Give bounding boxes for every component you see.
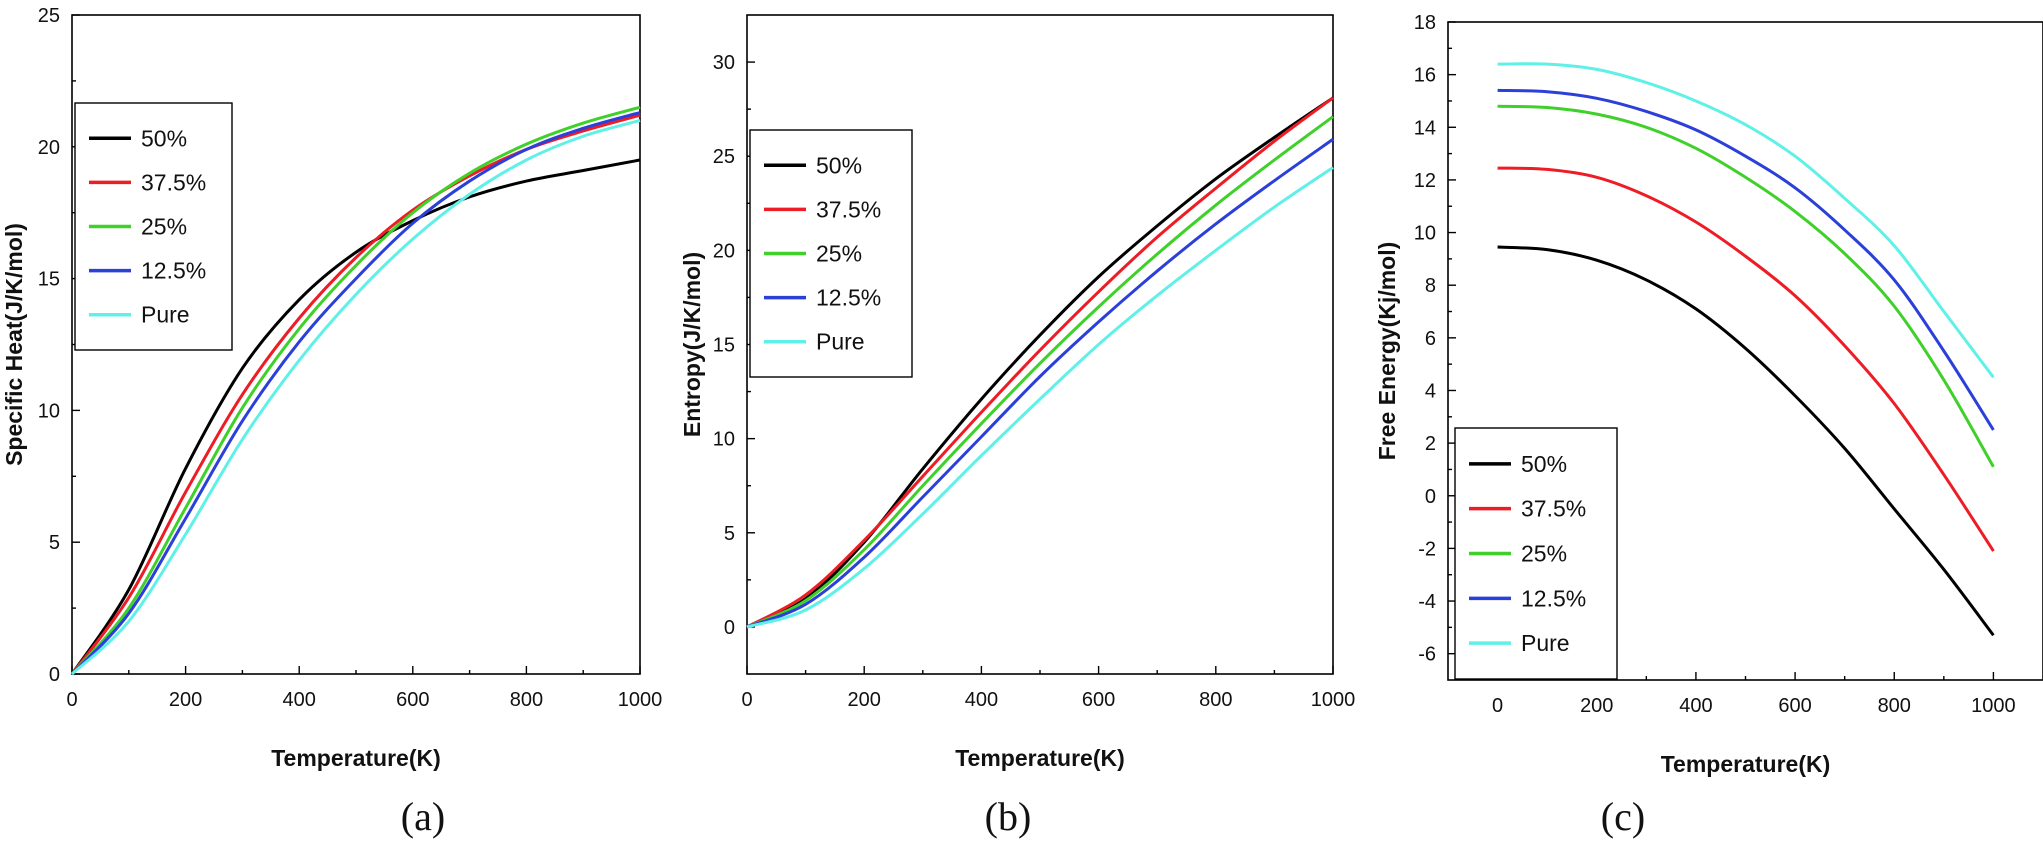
series-line-50- (70, 158, 641, 675)
x-axis-title: Temperature(K) (1661, 751, 1831, 777)
legend-label: 12.5% (1521, 585, 1586, 611)
y-tick-label: 0 (724, 617, 735, 639)
legend-label: Pure (141, 302, 190, 328)
x-tick-label: 800 (1199, 689, 1232, 711)
x-tick-label: 200 (848, 689, 881, 711)
panel-caption: (c) (1601, 794, 1645, 839)
y-tick-label: -6 (1418, 644, 1436, 666)
y-axis-title: Free Energy(Kj/mol) (1374, 242, 1400, 461)
y-tick-label: -2 (1418, 538, 1436, 560)
legend-label: 50% (816, 152, 862, 178)
series-line-50- (746, 96, 1334, 629)
x-tick-label: 800 (1878, 695, 1911, 717)
legend-label: Pure (1521, 630, 1570, 656)
y-tick-label: 0 (49, 664, 60, 686)
series-line-37-5- (1497, 166, 1995, 552)
y-tick-label: 12 (1414, 170, 1436, 192)
series-line-37-5- (746, 96, 1334, 629)
y-tick-label: 0 (1425, 486, 1436, 508)
y-tick-label: 14 (1414, 117, 1436, 139)
legend-label: 25% (816, 241, 862, 267)
x-tick-label: 400 (1679, 695, 1712, 717)
y-tick-label: 10 (1414, 223, 1436, 245)
legend-label: 25% (141, 214, 187, 240)
legend-label: 25% (1521, 541, 1567, 567)
x-tick-label: 600 (396, 689, 429, 711)
series-line-12-5- (70, 111, 641, 676)
x-tick-label: 400 (965, 689, 998, 711)
x-axis-title: Temperature(K) (271, 745, 441, 771)
y-tick-label: 5 (49, 532, 60, 554)
y-tick-label: 15 (713, 335, 735, 357)
x-tick-label: 1000 (1971, 695, 2016, 717)
y-tick-label: -4 (1418, 591, 1436, 613)
series-line-pure (1497, 62, 1995, 379)
y-tick-label: 8 (1425, 275, 1436, 297)
y-tick-label: 16 (1414, 65, 1436, 87)
x-tick-label: 800 (510, 689, 543, 711)
y-tick-label: 20 (713, 240, 735, 262)
legend-label: 50% (1521, 451, 1567, 477)
panel-caption: (b) (985, 794, 1032, 839)
x-tick-label: 400 (283, 689, 316, 711)
legend-label: 50% (141, 125, 187, 151)
series-line-12-5- (1497, 88, 1995, 431)
x-tick-label: 0 (1492, 695, 1503, 717)
y-tick-label: 5 (724, 523, 735, 545)
series-line-25- (70, 105, 641, 675)
y-tick-label: 10 (713, 429, 735, 451)
legend-label: 37.5% (1521, 496, 1586, 522)
series-line-pure (70, 118, 641, 676)
y-tick-label: 30 (713, 52, 735, 74)
x-tick-label: 0 (66, 689, 77, 711)
series-line-12-5- (746, 138, 1334, 629)
panel-caption: (a) (401, 794, 445, 839)
y-tick-label: 6 (1425, 328, 1436, 350)
legend-label: 37.5% (816, 196, 881, 222)
legend-label: 12.5% (141, 258, 206, 284)
y-tick-label: 15 (38, 269, 60, 291)
y-tick-label: 2 (1425, 433, 1436, 455)
y-axis-title: Specific Heat(J/K/mol) (1, 223, 27, 466)
y-tick-label: 20 (38, 137, 60, 159)
y-tick-label: 4 (1425, 380, 1436, 402)
y-tick-label: 10 (38, 400, 60, 422)
x-tick-label: 0 (741, 689, 752, 711)
series-line-pure (746, 166, 1334, 629)
x-tick-label: 1000 (618, 689, 663, 711)
legend-label: 12.5% (816, 285, 881, 311)
x-axis-title: Temperature(K) (955, 745, 1125, 771)
series-line-25- (1497, 104, 1995, 468)
x-tick-label: 600 (1082, 689, 1115, 711)
y-tick-label: 25 (713, 146, 735, 168)
legend-label: Pure (816, 329, 865, 355)
series-line-50- (1497, 245, 1995, 637)
legend-label: 37.5% (141, 169, 206, 195)
x-tick-label: 600 (1778, 695, 1811, 717)
y-tick-label: 18 (1414, 12, 1436, 34)
y-tick-label: 25 (38, 5, 60, 27)
x-tick-label: 200 (1580, 695, 1613, 717)
series-line-25- (746, 115, 1334, 629)
y-axis-title: Entropy(J/K/mol) (679, 252, 705, 437)
x-tick-label: 200 (169, 689, 202, 711)
x-tick-label: 1000 (1311, 689, 1356, 711)
